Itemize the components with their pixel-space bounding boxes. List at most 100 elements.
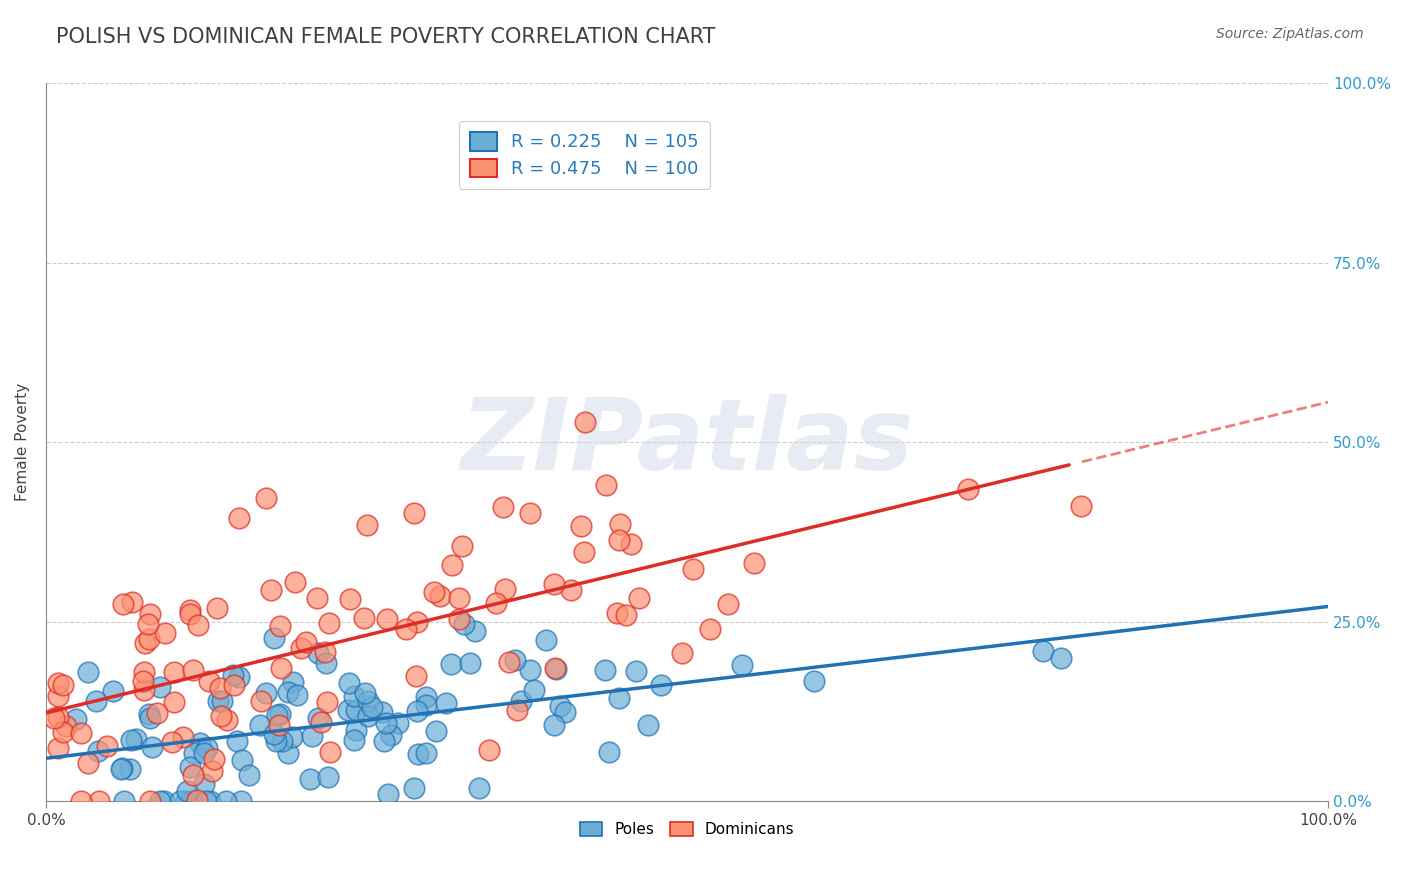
Point xyxy=(478,743,501,757)
Point xyxy=(281,675,304,690)
Point xyxy=(315,656,337,670)
Point xyxy=(149,794,172,808)
Point xyxy=(637,718,659,732)
Point xyxy=(112,794,135,808)
Point xyxy=(264,734,287,748)
Point xyxy=(373,734,395,748)
Point xyxy=(211,694,233,708)
Point xyxy=(574,415,596,429)
Text: Source: ZipAtlas.com: Source: ZipAtlas.com xyxy=(1216,27,1364,41)
Point xyxy=(46,741,69,756)
Point xyxy=(215,794,238,808)
Point xyxy=(263,727,285,741)
Point xyxy=(671,646,693,660)
Point xyxy=(449,611,471,625)
Point xyxy=(423,585,446,599)
Point xyxy=(263,632,285,646)
Point xyxy=(238,767,260,781)
Point xyxy=(309,715,332,730)
Point xyxy=(180,794,202,808)
Point xyxy=(231,752,253,766)
Point xyxy=(155,626,177,640)
Point xyxy=(356,517,378,532)
Point xyxy=(266,707,288,722)
Point xyxy=(1032,644,1054,658)
Point xyxy=(188,735,211,749)
Point xyxy=(201,764,224,779)
Point xyxy=(544,661,567,675)
Point xyxy=(179,760,201,774)
Point xyxy=(215,713,238,727)
Point xyxy=(44,711,66,725)
Point xyxy=(209,709,232,723)
Point xyxy=(146,706,169,721)
Point xyxy=(607,690,630,705)
Point xyxy=(96,739,118,753)
Point xyxy=(228,511,250,525)
Point xyxy=(179,607,201,621)
Point xyxy=(269,618,291,632)
Point xyxy=(387,716,409,731)
Point xyxy=(415,746,437,760)
Point xyxy=(415,698,437,713)
Point xyxy=(450,539,472,553)
Point xyxy=(543,577,565,591)
Point xyxy=(46,710,69,724)
Point xyxy=(138,617,160,632)
Point xyxy=(614,608,637,623)
Point xyxy=(197,673,219,688)
Point xyxy=(606,607,628,621)
Point xyxy=(284,574,307,589)
Point xyxy=(195,794,218,808)
Point xyxy=(222,668,245,682)
Point xyxy=(149,680,172,694)
Point xyxy=(169,794,191,808)
Point xyxy=(299,772,322,786)
Point xyxy=(183,746,205,760)
Point xyxy=(731,658,754,673)
Point xyxy=(222,678,245,692)
Point xyxy=(353,611,375,625)
Point xyxy=(336,702,359,716)
Point xyxy=(485,597,508,611)
Point xyxy=(307,711,329,725)
Point xyxy=(77,756,100,770)
Point xyxy=(181,664,204,678)
Point xyxy=(55,719,77,733)
Point xyxy=(267,718,290,732)
Point xyxy=(226,734,249,748)
Point xyxy=(402,780,425,795)
Point xyxy=(460,657,482,671)
Point xyxy=(371,705,394,719)
Point xyxy=(207,694,229,708)
Point xyxy=(87,794,110,808)
Legend: Poles, Dominicans: Poles, Dominicans xyxy=(574,816,800,844)
Point xyxy=(134,636,156,650)
Point xyxy=(429,589,451,603)
Point xyxy=(957,482,980,496)
Point xyxy=(254,491,277,506)
Point xyxy=(441,558,464,573)
Point xyxy=(803,673,825,688)
Point xyxy=(650,678,672,692)
Point xyxy=(65,712,87,726)
Point xyxy=(271,734,294,748)
Point xyxy=(498,655,520,669)
Point xyxy=(120,733,142,747)
Point xyxy=(519,506,541,520)
Point xyxy=(46,676,69,690)
Point xyxy=(534,632,557,647)
Point xyxy=(139,710,162,724)
Text: ZIPatlas: ZIPatlas xyxy=(461,393,914,491)
Point xyxy=(132,673,155,688)
Point xyxy=(440,657,463,672)
Point xyxy=(138,707,160,722)
Point xyxy=(449,591,471,606)
Point xyxy=(120,762,142,776)
Point xyxy=(163,665,186,679)
Point xyxy=(682,562,704,576)
Point xyxy=(609,516,631,531)
Point xyxy=(354,686,377,700)
Point xyxy=(70,726,93,740)
Point xyxy=(402,507,425,521)
